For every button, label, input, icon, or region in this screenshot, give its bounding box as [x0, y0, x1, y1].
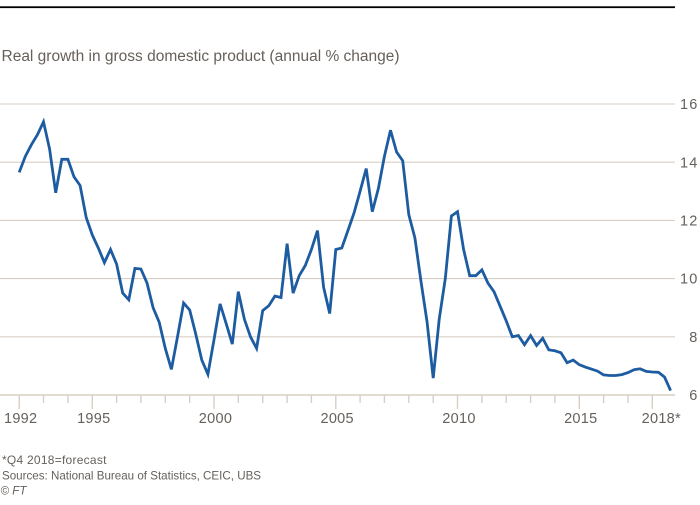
svg-text:12: 12 — [680, 214, 699, 230]
svg-text:6: 6 — [689, 388, 698, 404]
svg-text:Real growth in gross domestic: Real growth in gross domestic product (a… — [2, 48, 400, 65]
svg-text:16: 16 — [680, 97, 699, 113]
svg-text:2018*: 2018* — [642, 411, 681, 427]
svg-text:© FT: © FT — [1, 485, 28, 498]
svg-text:10: 10 — [680, 272, 699, 288]
svg-text:2015: 2015 — [564, 411, 597, 427]
svg-text:1992: 1992 — [4, 411, 37, 427]
svg-text:Sources: National Bureau of St: Sources: National Bureau of Statistics, … — [2, 470, 261, 483]
svg-text:8: 8 — [689, 330, 698, 346]
svg-text:2005: 2005 — [320, 411, 353, 427]
svg-text:14: 14 — [680, 155, 699, 171]
svg-text:2010: 2010 — [442, 411, 475, 427]
svg-text:1995: 1995 — [77, 411, 110, 427]
svg-text:*Q4 2018=forecast: *Q4 2018=forecast — [2, 453, 107, 467]
svg-text:2000: 2000 — [199, 411, 232, 427]
